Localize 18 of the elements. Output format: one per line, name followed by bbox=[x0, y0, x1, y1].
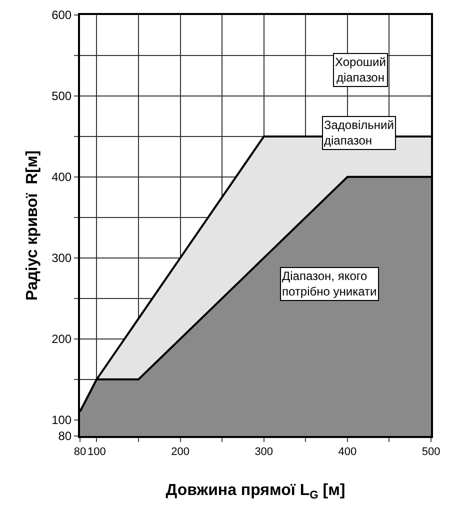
y-tick-label: 200 bbox=[52, 332, 72, 346]
annotation: Хороший діапазон bbox=[335, 55, 386, 85]
y-tick-label: 300 bbox=[52, 251, 72, 266]
y-tick-label: 400 bbox=[52, 170, 72, 184]
x-tick-label: 400 bbox=[338, 446, 357, 458]
annotation: Задовільний діапазон bbox=[324, 118, 394, 148]
annotation: Діапазон, якого потрібно уникати bbox=[282, 269, 377, 299]
x-tick-label: 100 bbox=[88, 446, 106, 458]
x-axis-title: Довжина прямої L$_{G}$ [м] bbox=[166, 482, 346, 502]
x-tick-label: 200 bbox=[171, 446, 190, 458]
y-tick-label: 600 bbox=[52, 8, 72, 22]
x-tick-label: 300 bbox=[254, 446, 274, 458]
y-axis-title: Радіус кривої R[м] bbox=[24, 150, 41, 301]
x-tick-label: 80 bbox=[74, 446, 86, 458]
y-tick-label: 500 bbox=[52, 89, 72, 104]
y-tick-label: 100 bbox=[52, 413, 72, 428]
x-tick-label: 500 bbox=[422, 446, 440, 458]
y-tick-label: 80 bbox=[58, 429, 72, 444]
